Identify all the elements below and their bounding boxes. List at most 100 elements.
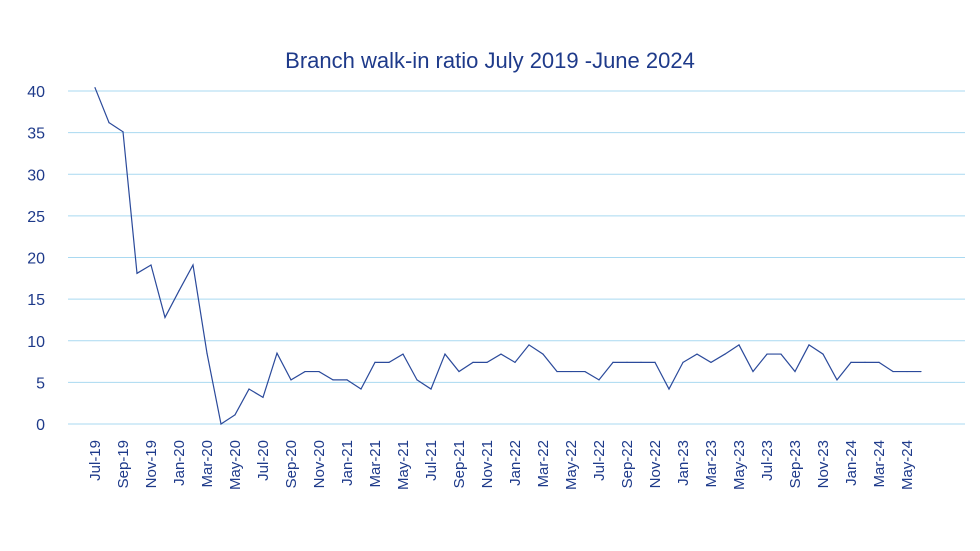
data-point (472, 361, 474, 363)
data-point (794, 370, 796, 373)
data-point (178, 290, 180, 292)
data-point (668, 388, 670, 390)
data-point (752, 370, 754, 373)
data-point (640, 361, 642, 363)
data-point (598, 379, 600, 381)
data-point (556, 370, 558, 373)
data-point (304, 370, 306, 373)
y-tick-label: 20 (27, 251, 45, 268)
data-point (920, 370, 922, 373)
data-point (528, 344, 530, 346)
data-point (500, 353, 502, 355)
x-tick-label: Sep-20 (283, 440, 300, 488)
y-tick-label: 40 (27, 84, 45, 101)
x-tick-label: Jan-24 (843, 440, 860, 486)
x-tick-label: Jul-20 (255, 440, 272, 481)
data-point (122, 131, 124, 133)
x-tick-label: Jul-23 (759, 440, 776, 481)
data-point (136, 272, 138, 274)
y-tick-label: 25 (27, 209, 45, 226)
data-point (388, 361, 390, 363)
x-tick-label: Mar-23 (703, 440, 720, 488)
data-point (808, 344, 810, 346)
data-point (416, 379, 418, 381)
data-point (276, 352, 278, 354)
series-line (94, 87, 921, 425)
x-tick-label: Mar-22 (535, 440, 552, 488)
x-tick-label: Nov-21 (479, 440, 496, 488)
data-point (738, 344, 740, 346)
data-point (220, 423, 222, 425)
x-tick-label: Jan-20 (171, 440, 188, 486)
x-tick-label: Jul-22 (591, 440, 608, 481)
x-tick-label: Jan-21 (339, 440, 356, 486)
chart-title: Branch walk-in ratio July 2019 -June 202… (285, 48, 695, 73)
data-point (654, 361, 656, 363)
x-tick-label: Nov-20 (311, 440, 328, 488)
y-tick-label: 5 (36, 375, 45, 392)
x-tick-label: Jan-23 (675, 440, 692, 486)
y-tick-label: 15 (27, 292, 45, 309)
data-point (444, 353, 446, 355)
data-point (864, 361, 866, 363)
x-tick-label: Mar-24 (871, 440, 888, 488)
x-tick-label: Jul-19 (87, 440, 104, 481)
data-point (192, 264, 194, 266)
data-point (458, 370, 460, 373)
y-tick-label: 0 (36, 417, 45, 434)
data-point (836, 379, 838, 381)
data-point (164, 316, 166, 319)
data-point (206, 352, 208, 354)
data-point (542, 353, 544, 355)
data-point (94, 87, 96, 89)
data-point (262, 396, 264, 398)
x-tick-label: May-23 (731, 440, 748, 490)
y-tick-label: 35 (27, 126, 45, 143)
data-point (374, 361, 376, 363)
x-tick-label: Sep-22 (619, 440, 636, 488)
data-point (108, 122, 110, 124)
x-tick-label: Sep-23 (787, 440, 804, 488)
x-tick-label: Sep-21 (451, 440, 468, 488)
y-tick-label: 30 (27, 167, 45, 184)
data-point (584, 370, 586, 373)
data-point (850, 361, 852, 363)
x-tick-label: Jan-22 (507, 440, 524, 486)
data-point (724, 353, 726, 355)
x-tick-label: May-20 (227, 440, 244, 490)
data-point (234, 414, 236, 416)
data-point (486, 361, 488, 363)
data-point (346, 379, 348, 381)
x-tick-label: Mar-20 (199, 440, 216, 488)
data-point (332, 379, 334, 381)
x-tick-label: May-24 (899, 440, 916, 490)
data-point (402, 353, 404, 355)
x-tick-label: Sep-19 (115, 440, 132, 488)
data-point (822, 353, 824, 355)
data-point (906, 370, 908, 373)
data-point (612, 361, 614, 363)
data-point (248, 388, 250, 390)
data-point (710, 361, 712, 363)
x-tick-label: Nov-23 (815, 440, 832, 488)
data-point (682, 361, 684, 363)
x-tick-label: Nov-19 (143, 440, 160, 488)
data-point (150, 264, 152, 266)
data-point (878, 361, 880, 363)
x-tick-label: May-22 (563, 440, 580, 490)
data-point (892, 370, 894, 373)
data-point (626, 361, 628, 363)
y-tick-label: 10 (27, 334, 45, 351)
data-point (514, 361, 516, 363)
x-tick-label: Mar-21 (367, 440, 384, 488)
data-point (766, 353, 768, 355)
x-tick-label: Jul-21 (423, 440, 440, 481)
x-tick-label: May-21 (395, 440, 412, 490)
data-point (290, 379, 292, 381)
data-point (318, 370, 320, 373)
data-point (360, 388, 362, 390)
data-point (696, 353, 698, 355)
data-point (780, 353, 782, 355)
